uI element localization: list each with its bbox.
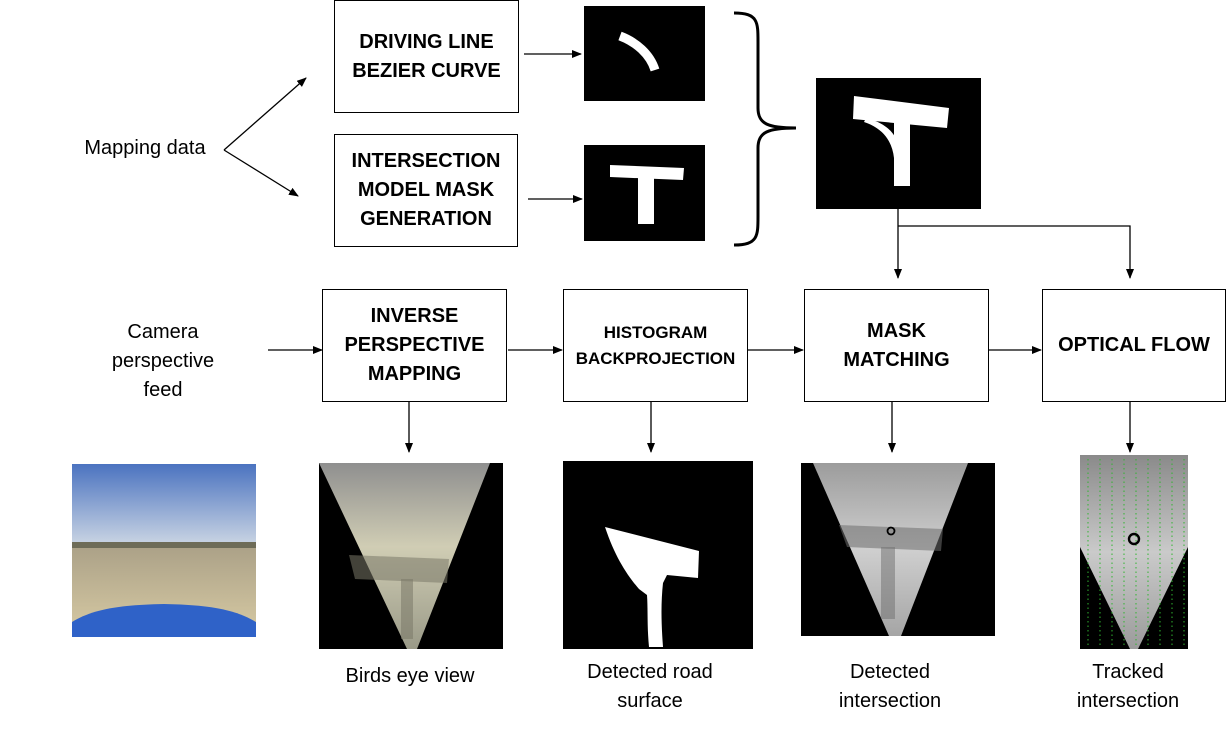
arrow-mapping-to-driving-line bbox=[223, 77, 307, 151]
arrow-combined-to-optical-flow bbox=[898, 225, 1134, 279]
road-surface-caption: Detected road surface bbox=[587, 661, 713, 712]
birds-eye-caption: Birds eye view bbox=[345, 665, 475, 687]
mask-matching-box: MASK MATCHING bbox=[804, 289, 989, 402]
combined-mask-image bbox=[816, 78, 981, 209]
driving-line-mask-image bbox=[584, 6, 705, 101]
optical-flow-box: OPTICAL FLOW bbox=[1042, 289, 1226, 402]
road-surface-image bbox=[563, 461, 753, 649]
detected-intersection-caption: Detected intersection bbox=[838, 661, 942, 712]
birds-eye-view-image bbox=[319, 463, 503, 649]
camera-view-image bbox=[72, 464, 256, 637]
arrow-mapping-to-intersection-model bbox=[223, 149, 299, 197]
detected-intersection-image bbox=[801, 463, 995, 636]
camera-feed-label: Camera perspective feed bbox=[111, 321, 215, 401]
tracked-intersection-caption: Tracked intersection bbox=[1076, 661, 1180, 712]
tracked-intersection-image bbox=[1080, 455, 1188, 649]
intersection-model-mask-box: INTERSECTION MODEL MASK GENERATION bbox=[334, 134, 518, 247]
curly-brace bbox=[733, 11, 797, 247]
histogram-backprojection-box: HISTOGRAM BACKPROJECTION bbox=[563, 289, 748, 402]
mapping-data-label: Mapping data bbox=[84, 137, 206, 159]
driving-line-bezier-box: DRIVING LINE BEZIER CURVE bbox=[334, 0, 519, 113]
inverse-perspective-mapping-box: INVERSE PERSPECTIVE MAPPING bbox=[322, 289, 507, 402]
intersection-model-mask-image bbox=[584, 145, 705, 241]
